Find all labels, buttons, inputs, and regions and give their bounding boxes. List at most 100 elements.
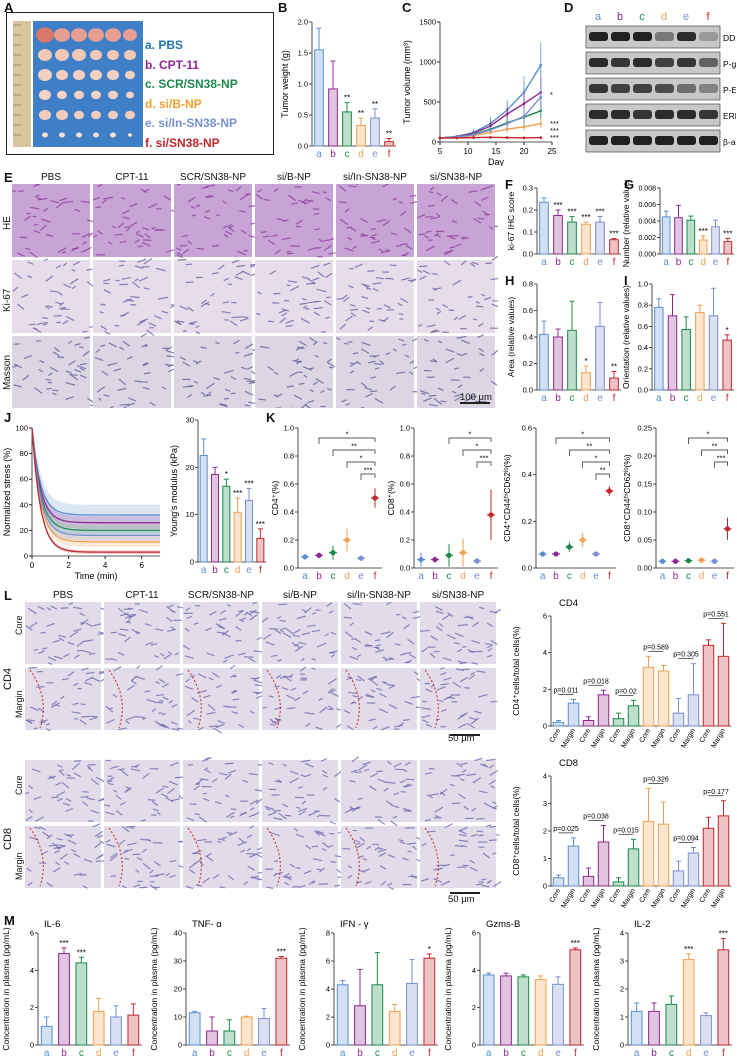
- tissue-fiber: [182, 361, 190, 367]
- histology-tiles-e: [12, 184, 498, 408]
- tissue-fiber: [291, 885, 299, 888]
- tissue-fiber: [446, 634, 456, 640]
- tissue-fiber: [404, 700, 414, 705]
- category-label: a: [302, 571, 308, 582]
- tissue-fiber: [491, 806, 498, 810]
- tissue-fiber: [48, 662, 53, 665]
- tissue-fiber: [45, 723, 51, 726]
- tissue-fiber: [403, 624, 410, 630]
- tissue-fiber: [378, 248, 384, 252]
- category-label: b: [555, 393, 561, 404]
- tissue-fiber: [343, 603, 352, 610]
- tissue-fiber: [401, 277, 410, 281]
- tissue-fiber: [193, 717, 200, 721]
- tissue-fiber: [384, 658, 394, 661]
- tissue-fiber: [232, 339, 240, 345]
- tissue-fiber: [201, 299, 207, 305]
- data-point: [438, 136, 442, 140]
- chart-cd8: 0.00.20.40.60.81.0a b c d e f*****CD8⁺(%): [386, 424, 498, 582]
- column-label: si/B-NP: [277, 172, 311, 183]
- tissue-fiber: [208, 676, 214, 681]
- tumor: [93, 132, 99, 138]
- tissue-fiber: [276, 615, 282, 620]
- bar: [681, 329, 691, 391]
- tissue-fiber: [151, 708, 157, 713]
- chart-cd4: 0.00.20.40.60.81.0a b c d e f*******CD4⁺(%): [270, 424, 382, 582]
- tumor: [105, 28, 121, 42]
- tissue-fiber: [289, 863, 296, 868]
- tissue-fiber: [125, 788, 131, 791]
- tissue-fiber: [413, 615, 422, 619]
- y-tick-label: 6: [472, 929, 476, 938]
- tissue-fiber: [36, 196, 43, 201]
- tissue-fiber: [80, 200, 90, 204]
- tissue-fiber: [79, 362, 87, 366]
- tissue-fiber: [189, 674, 196, 678]
- tissue-fiber: [57, 247, 67, 254]
- y-tick-label: 40: [174, 929, 182, 938]
- tissue-fiber: [403, 227, 412, 234]
- tissue-fiber: [40, 631, 46, 634]
- tissue-fiber: [492, 852, 497, 855]
- tissue-fiber: [243, 612, 248, 616]
- tissue-fiber: [469, 716, 477, 721]
- tissue-fiber: [377, 848, 387, 853]
- tissue-fiber: [451, 391, 457, 394]
- tissue-fiber: [37, 605, 45, 611]
- tissue-fiber: [17, 303, 25, 311]
- bar: [553, 336, 563, 391]
- tissue-fiber: [456, 335, 467, 339]
- tissue-fiber: [491, 303, 498, 308]
- tissue-fiber: [487, 644, 493, 649]
- blot-strip: [585, 129, 721, 153]
- tissue-fiber: [364, 768, 370, 772]
- category-label: b: [555, 257, 561, 268]
- tissue-fiber: [161, 386, 167, 390]
- tissue-fiber: [107, 777, 115, 782]
- tumor: [91, 90, 101, 100]
- panel-letter-f: F: [505, 177, 513, 192]
- data-point: [659, 558, 666, 564]
- tissue-fiber: [257, 189, 263, 193]
- tissue-fiber: [122, 298, 132, 304]
- data-point: [372, 495, 378, 501]
- tissue-fiber: [292, 634, 300, 638]
- y-axis-label: Area (relative values): [506, 297, 516, 377]
- tissue-fiber: [462, 645, 467, 648]
- scale-bar: [450, 734, 480, 736]
- category-label: f: [726, 257, 729, 268]
- tile-bg: [12, 184, 90, 257]
- tissue-fiber: [400, 297, 409, 304]
- tumor: [42, 132, 48, 138]
- tissue-fiber: [303, 374, 308, 379]
- tissue-fiber: [144, 188, 150, 192]
- tissue-fiber: [151, 226, 156, 230]
- tissue-fiber: [182, 644, 191, 650]
- series-line: [31, 427, 161, 516]
- tile-bg: [336, 336, 414, 408]
- p-value: p=0.177: [703, 789, 729, 796]
- tissue-fiber: [50, 605, 58, 610]
- tissue-fiber: [50, 366, 59, 373]
- tissue-fiber: [63, 200, 74, 204]
- tissue-fiber: [42, 323, 47, 326]
- tissue-fiber: [85, 671, 95, 675]
- tissue-fiber: [268, 695, 274, 698]
- tissue-fiber: [291, 628, 301, 635]
- data-point: [724, 526, 731, 532]
- tissue-fiber: [215, 684, 223, 689]
- category-label: b: [209, 1048, 215, 1059]
- tissue-fiber: [111, 225, 117, 229]
- tissue-fiber: [247, 366, 254, 370]
- tissue-fiber: [230, 808, 237, 811]
- tissue-fiber: [324, 633, 329, 637]
- blot-band: [655, 58, 674, 67]
- tissue-fiber: [478, 606, 485, 610]
- tissue-fiber: [371, 233, 377, 237]
- tissue-fiber: [255, 193, 264, 200]
- tissue-fiber: [82, 885, 88, 889]
- histology-tile: [255, 260, 333, 333]
- tissue-fiber: [212, 727, 222, 734]
- tissue-fiber: [182, 330, 188, 332]
- tissue-fiber: [409, 200, 418, 204]
